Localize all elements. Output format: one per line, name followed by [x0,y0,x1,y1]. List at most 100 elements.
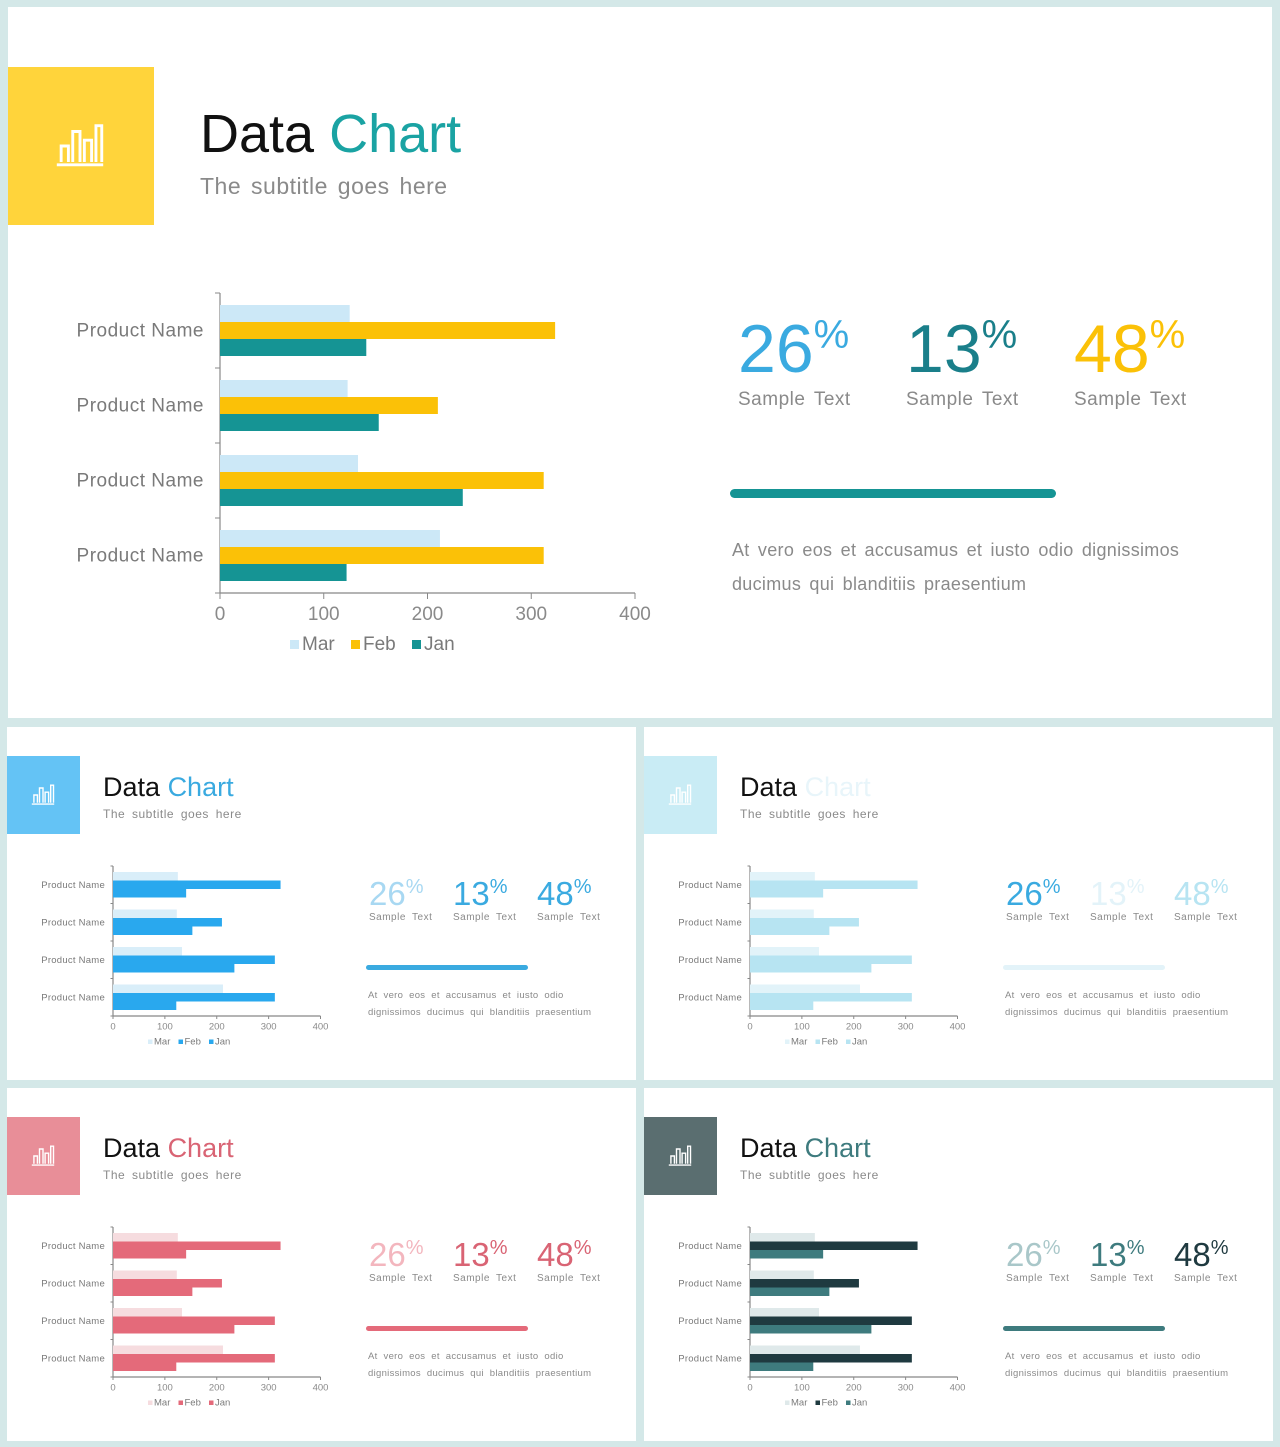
legend-label: Mar [154,1398,170,1409]
bar-mar [750,1308,819,1317]
category-label: Product Name [678,917,742,928]
x-tick-label: 200 [846,1383,862,1394]
stat-3: 48% Sample Text [537,1238,600,1284]
bar-mar [750,1270,814,1279]
x-tick-label: 200 [209,1022,225,1033]
bar-jan [220,414,379,431]
category-label: Product Name [41,917,105,928]
x-tick-label: 0 [110,1022,115,1033]
body-paragraph: At vero eos et accusamus et iusto odio d… [1005,990,1229,1018]
bar-chart: 0 100 200 300 400 Product Name Product Name Pro… [8,277,688,677]
stat-label: Sample Text [537,912,601,923]
bar-mar [750,1233,815,1242]
x-tick-label: 300 [898,1022,914,1033]
legend-label: Feb [363,634,396,655]
stat-1: 26% Sample Text [738,315,851,411]
legend-swatch [290,640,299,649]
legend-label: Mar [302,634,335,655]
x-tick-label: 300 [261,1022,277,1033]
bar-jan [750,1001,814,1010]
category-label: Product Name [77,546,204,567]
slide-blue: Data Chart The subtitle goes here 0 100 20… [7,727,636,1080]
title-word-1: Data [740,772,798,802]
legend-swatch [351,640,360,649]
bar-chart-icon [29,781,57,809]
title-word-2: Chart [167,1133,234,1163]
bar-jan [750,964,872,973]
slide-slate: Data Chart The subtitle goes here 0 100 20… [644,1088,1273,1441]
bar-feb [113,1354,275,1363]
stat-value: 13% [1090,1236,1145,1273]
legend-swatch [148,1039,153,1044]
page-title: Data Chart [200,103,461,165]
page-subtitle: The subtitle goes here [103,1168,242,1182]
bar-chart-glyph [668,1145,691,1166]
slide-light-blue: Data Chart The subtitle goes here 0 100 20… [644,727,1273,1080]
stat-label: Sample Text [738,389,851,410]
bar-feb [220,397,438,414]
bar-feb [750,955,912,964]
stat-value: 48% [537,875,592,912]
bar-feb [750,1354,912,1363]
x-tick-label: 300 [261,1383,277,1394]
legend-label: Mar [791,1037,807,1048]
stat-label: Sample Text [906,389,1019,410]
bar-mar [113,947,182,956]
x-tick-label: 0 [747,1383,752,1394]
legend-label: Feb [185,1398,201,1409]
page-title: Data Chart [103,1133,234,1164]
legend-swatch [178,1400,183,1405]
logo-box [8,67,154,225]
bar-feb [750,880,918,889]
page-subtitle: The subtitle goes here [103,807,242,821]
chart-svg: 0 100 200 300 400 Product Name Product Name Pro… [678,865,965,1048]
stat-label: Sample Text [1074,389,1187,410]
bar-feb [113,880,281,889]
slide-pink: Data Chart The subtitle goes here 0 100 20… [7,1088,636,1441]
stat-3: 48% Sample Text [1074,315,1187,411]
category-label: Product Name [77,396,204,417]
chart-svg: 0 100 200 300 400 Product Name Product Name Pro… [41,865,329,1048]
bar-chart: 0 100 200 300 400 Product Name Product Name Pro… [7,858,347,1058]
bar-jan [220,564,347,581]
stat-label: Sample Text [537,1273,601,1284]
stat-value: 13% [1090,875,1145,912]
progress-line [366,1326,528,1331]
x-tick-label: 400 [313,1022,329,1033]
stat-3: 48% Sample Text [537,877,600,923]
category-label: Product Name [77,321,204,342]
stat-label: Sample Text [1006,912,1070,923]
legend-swatch [815,1039,820,1044]
bar-chart-icon [666,781,694,809]
progress-line [1003,1326,1165,1331]
legend-label: Jan [424,634,455,655]
bar-mar [113,1270,177,1279]
stat-value: 48% [1174,875,1229,912]
category-label: Product Name [41,1353,105,1364]
legend-swatch [148,1400,153,1405]
stat-3: 48% Sample Text [1174,877,1237,923]
title-word-1: Data [740,1133,798,1163]
bar-mar [220,455,358,472]
legend-label: Mar [154,1037,170,1048]
legend-label: Jan [215,1037,230,1048]
category-label: Product Name [678,1316,742,1327]
bar-jan [113,1001,177,1010]
legend-swatch [178,1039,183,1044]
bar-jan [113,1250,187,1259]
bar-jan [220,339,367,356]
logo-box [7,1117,80,1195]
x-tick-label: 400 [619,604,651,625]
stat-1: 26% Sample Text [1006,877,1069,923]
bar-chart-glyph [668,784,691,805]
category-label: Product Name [678,1353,742,1364]
slide-main: Data Chart The subtitle goes here 0 100 20… [8,7,1272,718]
title-word-2: Chart [804,1133,871,1163]
bar-feb [113,955,275,964]
category-label: Product Name [678,1241,742,1252]
x-tick-label: 0 [215,604,226,625]
page-subtitle: The subtitle goes here [200,173,448,199]
category-label: Product Name [41,1241,105,1252]
stat-value: 26% [738,311,850,387]
bar-feb [113,1241,281,1250]
